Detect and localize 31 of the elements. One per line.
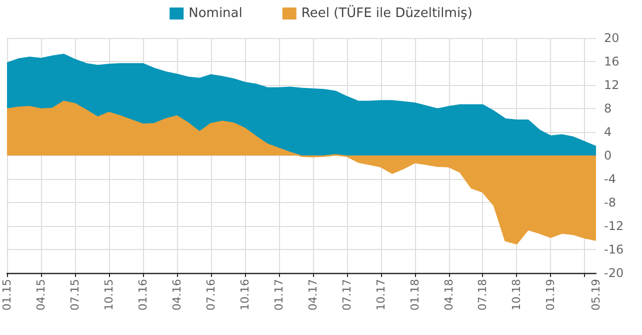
y-tick-label: 4 (604, 125, 612, 139)
x-tick-label: 01.19 (544, 279, 558, 310)
y-tick-label: 16 (604, 54, 620, 68)
x-tick-label: 10.15 (102, 279, 116, 310)
x-tick-label: 01.18 (408, 279, 422, 310)
y-tick-label: 8 (604, 102, 612, 116)
x-tick-label: 01.17 (272, 279, 286, 310)
x-tick-label: 10.17 (374, 279, 388, 310)
x-tick-label: 07.15 (68, 279, 82, 310)
x-tick-label: 04.15 (34, 279, 48, 310)
y-tick-label: -8 (604, 196, 616, 210)
x-tick-label: 04.18 (442, 279, 456, 310)
y-tick-label: -4 (604, 172, 616, 186)
legend-label: Reel (TÜFE ile Düzeltilmiş) (301, 5, 472, 21)
y-tick-label: 20 (604, 31, 620, 45)
y-tick-label: 12 (604, 78, 620, 92)
x-tick-label: 10.18 (510, 279, 524, 310)
x-tick-label: 04.17 (306, 279, 320, 310)
x-tick-label: 07.16 (204, 279, 218, 310)
x-tick-label: 07.18 (476, 279, 490, 310)
x-tick-label: 04.16 (170, 279, 184, 310)
y-tick-label: 0 (604, 148, 612, 162)
y-tick-label: -20 (604, 266, 624, 280)
y-tick-label: -16 (604, 242, 624, 256)
x-tick-label: 01.16 (136, 279, 150, 310)
y-tick-label: -12 (604, 219, 624, 233)
x-tick-label: 05.19 (590, 279, 602, 310)
x-tick-label: 07.17 (340, 279, 354, 310)
x-tick-label: 10.16 (238, 279, 252, 310)
legend-label: Nominal (188, 6, 242, 21)
x-tick-label: 01.15 (0, 279, 14, 310)
